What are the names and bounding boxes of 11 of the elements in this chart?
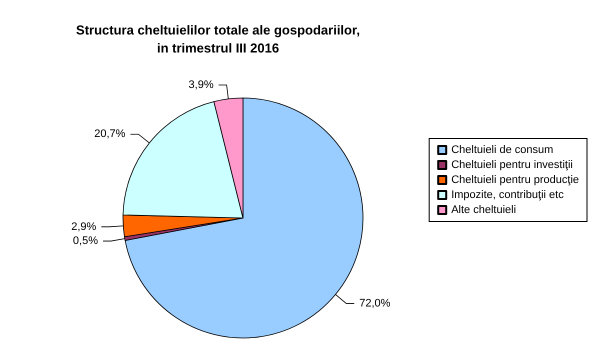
legend-label: Impozite, contribuţii etc [451, 189, 564, 201]
chart-title: Structura cheltuielilor totale ale gospodariilor, in trimestrul III 2016 [76, 22, 360, 56]
data-label: 72,0% [359, 297, 391, 310]
legend-label: Alte cheltuieli [451, 204, 516, 216]
data-label: 0,5% [72, 235, 98, 248]
data-label: 2,9% [71, 220, 97, 233]
data-label: 20,7% [94, 128, 126, 140]
legend-label: Cheltuieli pentru investiţii [451, 159, 573, 171]
data-label: 3,9% [188, 79, 214, 92]
legend-label: Cheltuieli pentru producţie [451, 174, 580, 186]
legend-label: Cheltuieli de consum [451, 144, 554, 156]
